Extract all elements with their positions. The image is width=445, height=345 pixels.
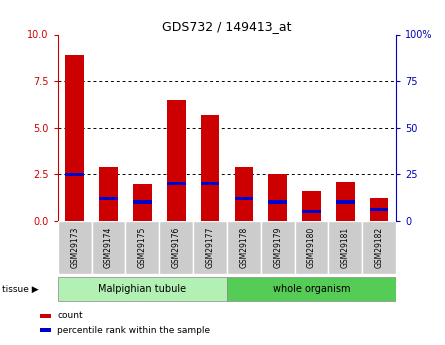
Text: whole organism: whole organism xyxy=(273,284,350,294)
Text: percentile rank within the sample: percentile rank within the sample xyxy=(57,326,210,335)
Bar xyxy=(133,200,152,204)
Bar xyxy=(370,198,388,221)
Bar xyxy=(99,197,118,200)
FancyBboxPatch shape xyxy=(227,221,261,274)
FancyBboxPatch shape xyxy=(295,221,328,274)
FancyBboxPatch shape xyxy=(159,221,193,274)
Bar xyxy=(336,200,355,204)
Text: GSM29180: GSM29180 xyxy=(307,227,316,268)
Bar xyxy=(201,182,219,185)
FancyBboxPatch shape xyxy=(193,221,227,274)
Bar xyxy=(302,210,321,213)
Bar xyxy=(167,182,186,185)
Text: GSM29182: GSM29182 xyxy=(375,227,384,268)
FancyBboxPatch shape xyxy=(125,221,159,274)
Bar xyxy=(40,314,51,318)
Bar xyxy=(268,200,287,204)
Text: GSM29175: GSM29175 xyxy=(138,227,147,268)
Bar xyxy=(235,167,253,221)
Text: count: count xyxy=(57,311,83,320)
Text: GSM29178: GSM29178 xyxy=(239,227,248,268)
FancyBboxPatch shape xyxy=(92,221,125,274)
Text: GSM29176: GSM29176 xyxy=(172,227,181,268)
Bar xyxy=(370,208,388,211)
FancyBboxPatch shape xyxy=(58,221,92,274)
Bar xyxy=(235,197,253,200)
Title: GDS732 / 149413_at: GDS732 / 149413_at xyxy=(162,20,292,33)
Bar xyxy=(336,182,355,221)
Text: GSM29181: GSM29181 xyxy=(341,227,350,268)
Bar xyxy=(99,167,118,221)
Text: tissue ▶: tissue ▶ xyxy=(2,285,39,294)
FancyBboxPatch shape xyxy=(58,277,227,300)
FancyBboxPatch shape xyxy=(328,221,362,274)
FancyBboxPatch shape xyxy=(261,221,295,274)
Bar xyxy=(268,174,287,221)
Bar xyxy=(40,328,51,332)
Text: Malpighian tubule: Malpighian tubule xyxy=(98,284,186,294)
Bar xyxy=(201,115,219,221)
Bar xyxy=(65,172,84,176)
Text: GSM29179: GSM29179 xyxy=(273,227,282,268)
FancyBboxPatch shape xyxy=(227,277,396,300)
Text: GSM29177: GSM29177 xyxy=(206,227,214,268)
FancyBboxPatch shape xyxy=(362,221,396,274)
Text: GSM29173: GSM29173 xyxy=(70,227,79,268)
Bar xyxy=(133,184,152,221)
Bar xyxy=(65,55,84,221)
Text: GSM29174: GSM29174 xyxy=(104,227,113,268)
Bar xyxy=(302,191,321,221)
Bar xyxy=(167,100,186,221)
